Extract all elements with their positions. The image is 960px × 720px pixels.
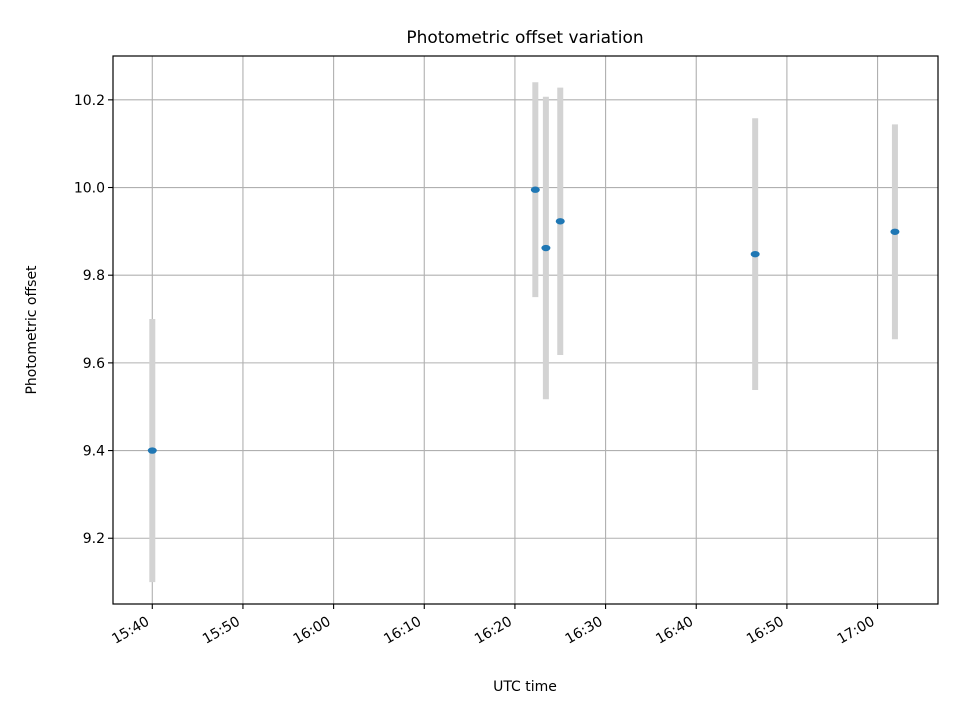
y-tick-label: 9.4 (83, 444, 105, 460)
data-point (750, 250, 760, 258)
y-axis-label: Photometric offset (24, 265, 40, 395)
data-point (555, 218, 565, 225)
data-point (541, 244, 551, 252)
y-axis-ticks: 9.2 9.4 9.6 9.8 10.0 10.2 (74, 93, 113, 547)
y-tick-label: 9.8 (83, 268, 105, 284)
plot-frame (112, 55, 939, 605)
grid (113, 56, 938, 604)
y-tick-label: 10.2 (74, 93, 105, 109)
x-axis-label: UTC time (493, 679, 557, 695)
chart-title: Photometric offset variation (406, 28, 643, 48)
data-point (147, 447, 157, 454)
data-point (530, 186, 540, 193)
data-point (890, 228, 900, 235)
y-tick-label: 10.0 (74, 181, 105, 197)
data-points (147, 186, 900, 454)
y-tick-label: 9.2 (83, 531, 105, 547)
y-tick-label: 9.6 (83, 356, 105, 372)
